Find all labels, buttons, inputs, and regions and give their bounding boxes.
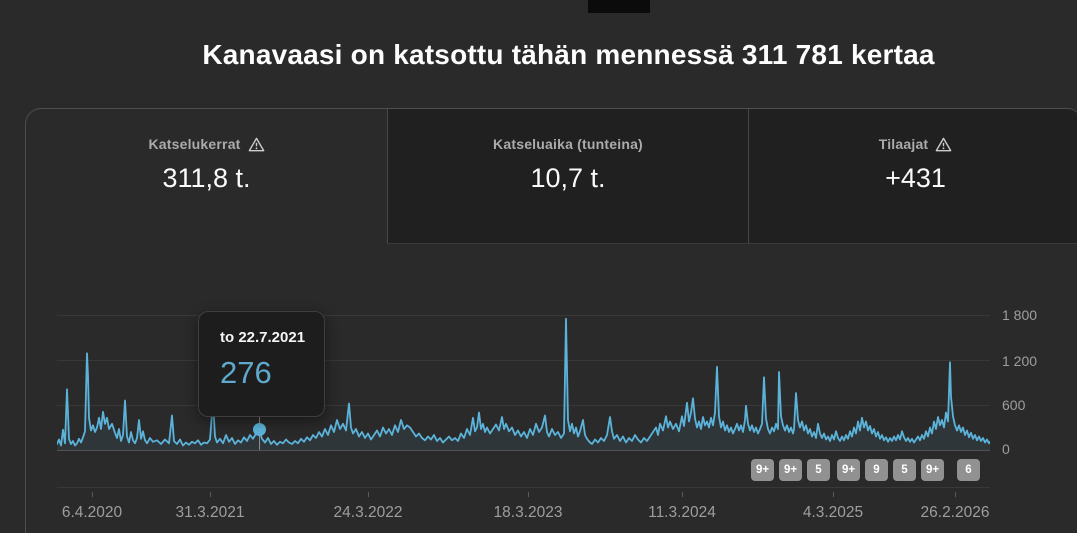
gridline-600 bbox=[57, 405, 990, 406]
tab-katseluaika[interactable]: Katseluaika (tunteina) 10,7 t. bbox=[387, 109, 748, 244]
gridline-0-baseline bbox=[57, 450, 990, 451]
video-count-badge[interactable]: 5 bbox=[893, 459, 916, 481]
x-axis-tick-label: 11.3.2024 bbox=[648, 504, 716, 521]
tab-value: 311,8 t. bbox=[162, 163, 251, 193]
tab-label-row: Tilaajat bbox=[749, 136, 1077, 152]
y-axis-tick-label: 0 bbox=[1002, 441, 1010, 457]
warning-icon[interactable] bbox=[935, 137, 952, 152]
video-count-badge[interactable]: 6 bbox=[957, 459, 980, 481]
tab-value: +431 bbox=[885, 163, 946, 193]
highlighted-data-point bbox=[253, 423, 266, 436]
tab-label: Katseluaika (tunteina) bbox=[493, 136, 643, 152]
x-axis-tick-label: 24.3.2022 bbox=[333, 504, 403, 521]
y-axis-tick-label: 1 800 bbox=[1002, 307, 1038, 323]
video-count-badge[interactable]: 9+ bbox=[751, 459, 775, 481]
x-axis-tick-label: 26.2.2026 bbox=[920, 504, 990, 521]
tab-label: Tilaajat bbox=[878, 136, 929, 152]
video-count-badge[interactable]: 5 bbox=[807, 459, 830, 481]
tab-katselukerrat[interactable]: Katselukerrat 311,8 t. bbox=[26, 109, 387, 244]
tab-tilaajat[interactable]: Tilaajat +431 bbox=[748, 109, 1077, 244]
video-count-badge[interactable]: 9+ bbox=[921, 459, 945, 481]
x-axis-tick-label: 18.3.2023 bbox=[493, 504, 563, 521]
x-axis-tick bbox=[528, 492, 529, 497]
tooltip-date: to 22.7.2021 bbox=[220, 329, 306, 346]
video-count-badge[interactable]: 9+ bbox=[837, 459, 861, 481]
x-axis-tick-label: 4.3.2025 bbox=[802, 504, 864, 521]
video-count-badge[interactable]: 9 bbox=[865, 459, 888, 481]
tab-label-row: Katselukerrat bbox=[26, 136, 387, 152]
tab-label: Katselukerrat bbox=[148, 136, 241, 152]
warning-icon[interactable] bbox=[248, 137, 265, 152]
views-line-chart[interactable] bbox=[57, 300, 990, 450]
tooltip-value: 276 bbox=[220, 355, 272, 390]
gridline-1800 bbox=[57, 315, 990, 316]
analytics-card: Katselukerrat 311,8 t. Katseluaika (tuntei… bbox=[25, 108, 1077, 533]
x-axis-tick bbox=[92, 492, 93, 497]
x-axis-tick bbox=[368, 492, 369, 497]
y-axis-tick-label: 1 200 bbox=[1002, 353, 1038, 369]
gridline-1200 bbox=[57, 360, 990, 361]
chart-tooltip: to 22.7.2021 276 bbox=[198, 311, 325, 417]
metric-tabs: Katselukerrat 311,8 t. Katseluaika (tuntei… bbox=[26, 109, 1077, 244]
x-axis-tick-label: 6.4.2020 bbox=[61, 504, 123, 521]
x-axis-tick bbox=[210, 492, 211, 497]
top-black-bar bbox=[588, 0, 650, 13]
x-axis-tick bbox=[833, 492, 834, 497]
tab-label-row: Katseluaika (tunteina) bbox=[388, 136, 748, 152]
tab-value: 10,7 t. bbox=[530, 163, 606, 193]
page-title: Kanavaasi on katsottu tähän mennessä 311… bbox=[202, 38, 935, 70]
axis-separator-line bbox=[57, 487, 990, 488]
x-axis-tick-label: 31.3.2021 bbox=[175, 504, 245, 521]
x-axis-tick bbox=[682, 492, 683, 497]
y-axis-tick-label: 600 bbox=[1002, 397, 1026, 413]
x-axis-tick bbox=[955, 492, 956, 497]
video-count-badge[interactable]: 9+ bbox=[779, 459, 803, 481]
